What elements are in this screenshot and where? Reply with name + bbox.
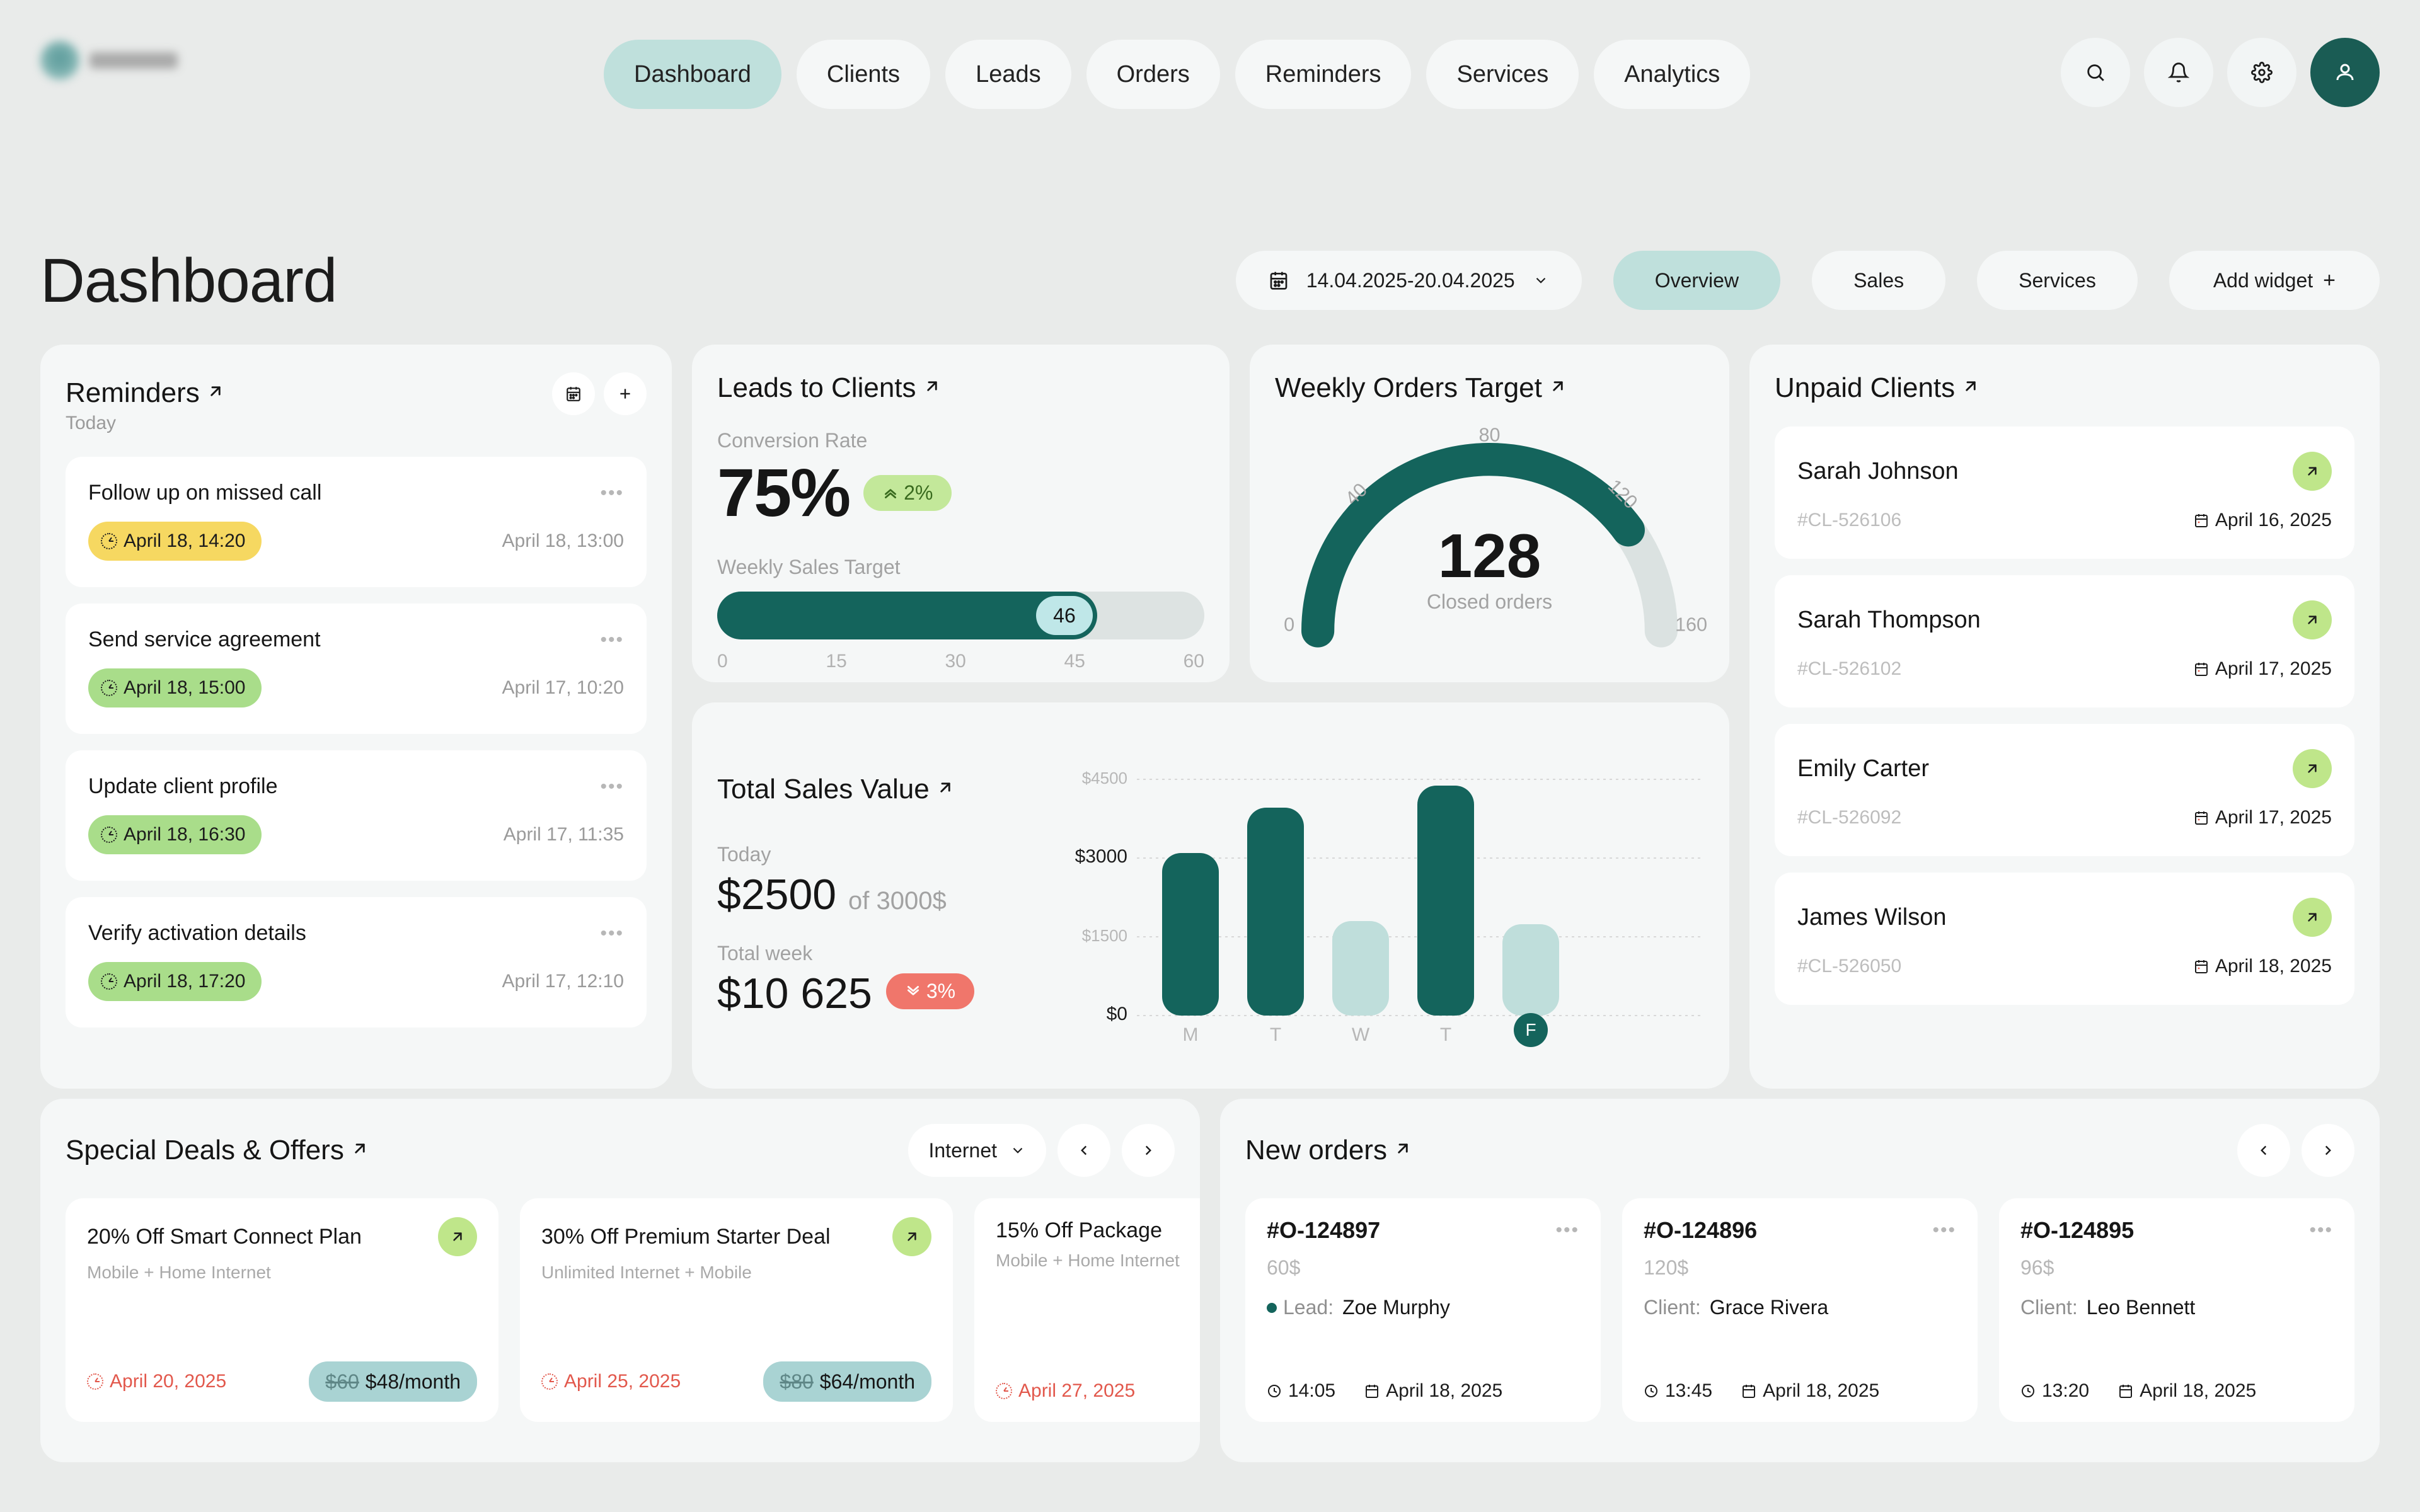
svg-text:T: T (1440, 1024, 1451, 1045)
svg-text:T: T (1270, 1024, 1281, 1045)
svg-text:$3000: $3000 (1075, 846, 1127, 867)
svg-text:$0: $0 (1107, 1004, 1127, 1024)
svg-text:80: 80 (1478, 425, 1500, 446)
svg-text:160: 160 (1675, 614, 1707, 635)
svg-text:F: F (1525, 1020, 1536, 1040)
svg-text:M: M (1183, 1024, 1199, 1045)
svg-text:$4500: $4500 (1082, 769, 1127, 788)
svg-text:0: 0 (1284, 614, 1294, 635)
svg-text:$1500: $1500 (1082, 926, 1127, 945)
svg-text:W: W (1352, 1024, 1370, 1045)
